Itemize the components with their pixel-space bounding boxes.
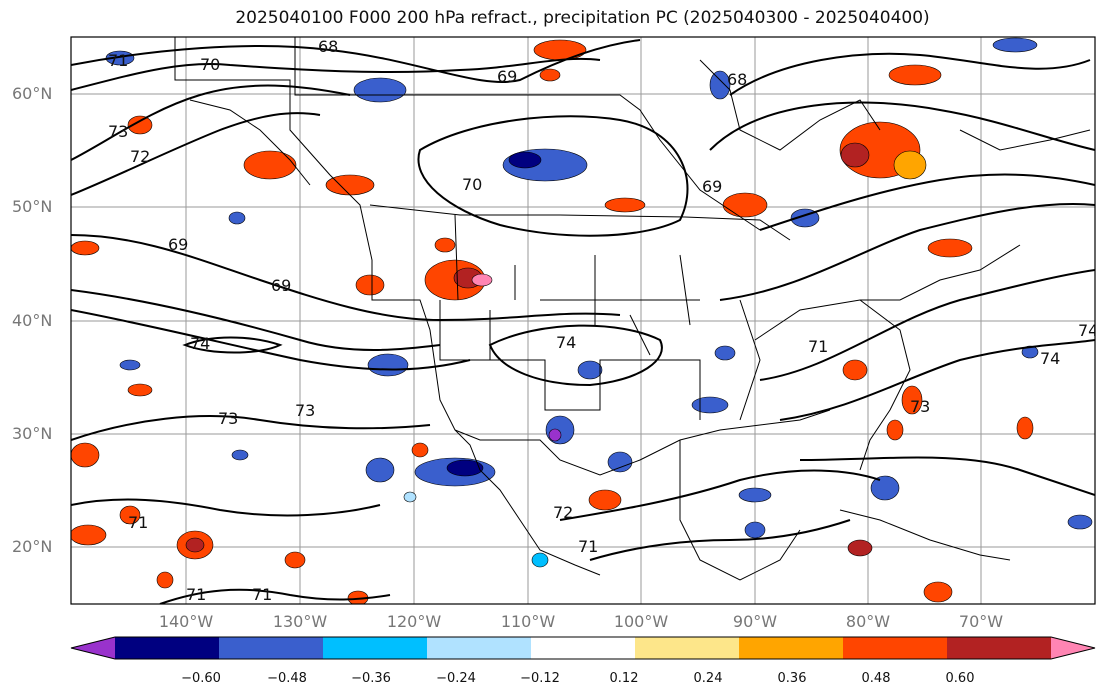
lon-label-70w: 70°W [959, 612, 1003, 631]
colorbar-segment [739, 637, 844, 659]
colorbar-segment [323, 637, 428, 659]
lon-label-90w: 90°W [733, 612, 777, 631]
contour-label: 71 [808, 337, 828, 356]
refractivity-contours [71, 39, 1095, 604]
contour-label: 70 [200, 55, 220, 74]
contour-label: 74 [190, 334, 210, 353]
colorbar-outline [70, 636, 1096, 660]
lon-label-120w: 120°W [387, 612, 442, 631]
contour-label: 72 [553, 503, 573, 522]
colorbar-tick-label: −0.12 [520, 671, 560, 686]
colorbar-tick-label: −0.60 [181, 671, 221, 686]
latitude-labels: 60°N 50°N 40°N 30°N 20°N [12, 84, 52, 556]
colorbar-segment [115, 637, 220, 659]
colorbar-tick-label: 0.60 [946, 671, 975, 686]
precip-negative-anomalies [105, 37, 1093, 568]
lon-label-110w: 110°W [501, 612, 556, 631]
lat-label-20n: 20°N [12, 537, 52, 556]
colorbar-tick-label: 0.36 [778, 671, 807, 686]
colorbar-tick-label: −0.24 [436, 671, 476, 686]
contour-label: 71 [108, 51, 128, 70]
lat-label-50n: 50°N [12, 197, 52, 216]
contour-label: 71 [186, 585, 206, 604]
lon-label-80w: 80°W [846, 612, 890, 631]
longitude-labels: 140°W 130°W 120°W 110°W 100°W 90°W 80°W … [159, 612, 1003, 631]
contour-label: 69 [702, 177, 722, 196]
graticule [71, 37, 1095, 604]
colorbar-segment [219, 637, 324, 659]
colorbar-tick-label: −0.36 [351, 671, 391, 686]
colorbar-tick-label: 0.24 [694, 671, 723, 686]
contour-labels: 71 68 70 69 68 73 72 70 69 69 69 74 74 7… [108, 37, 1098, 604]
contour-label: 69 [497, 67, 517, 86]
colorbar-tick-label: 0.12 [610, 671, 639, 686]
lat-label-30n: 30°N [12, 424, 52, 443]
map-frame [70, 36, 1096, 605]
colorbar-segment [843, 637, 948, 659]
coastlines-and-borders [174, 37, 1091, 581]
colorbar [70, 636, 1096, 660]
lon-label-140w: 140°W [159, 612, 214, 631]
contour-label: 74 [556, 333, 576, 352]
map-title: 2025040100 F000 200 hPa refract., precip… [235, 8, 930, 28]
contour-label: 69 [168, 235, 188, 254]
colorbar-segment [427, 637, 532, 659]
lat-label-60n: 60°N [12, 84, 52, 103]
contour-label: 73 [218, 409, 238, 428]
colorbar-tick-labels: −0.60 −0.48 −0.36 −0.24 −0.12 0.12 0.24 … [181, 671, 974, 686]
colorbar-tick-label: −0.48 [267, 671, 307, 686]
contour-label: 73 [910, 397, 930, 416]
lon-label-130w: 130°W [273, 612, 328, 631]
colorbar-extend-min [71, 637, 115, 659]
contour-label: 68 [727, 70, 747, 89]
colorbar-segment [531, 637, 636, 659]
contour-label: 73 [295, 401, 315, 420]
contour-label: 71 [252, 585, 272, 604]
contour-label: 73 [108, 122, 128, 141]
contour-label: 72 [130, 147, 150, 166]
colorbar-extend-max [1051, 637, 1095, 659]
contour-label: 68 [318, 37, 338, 56]
contour-label: 71 [578, 537, 598, 556]
precip-positive-anomalies [71, 39, 1034, 604]
colorbar-segment [947, 637, 1052, 659]
colorbar-tick-label: 0.48 [862, 671, 891, 686]
contour-label: 69 [271, 276, 291, 295]
colorbar-segment [635, 637, 740, 659]
lon-label-100w: 100°W [614, 612, 669, 631]
contour-label: 71 [128, 513, 148, 532]
contour-label: 74 [1078, 321, 1098, 340]
contour-label: 70 [462, 175, 482, 194]
contour-label: 74 [1040, 349, 1060, 368]
lat-label-40n: 40°N [12, 311, 52, 330]
